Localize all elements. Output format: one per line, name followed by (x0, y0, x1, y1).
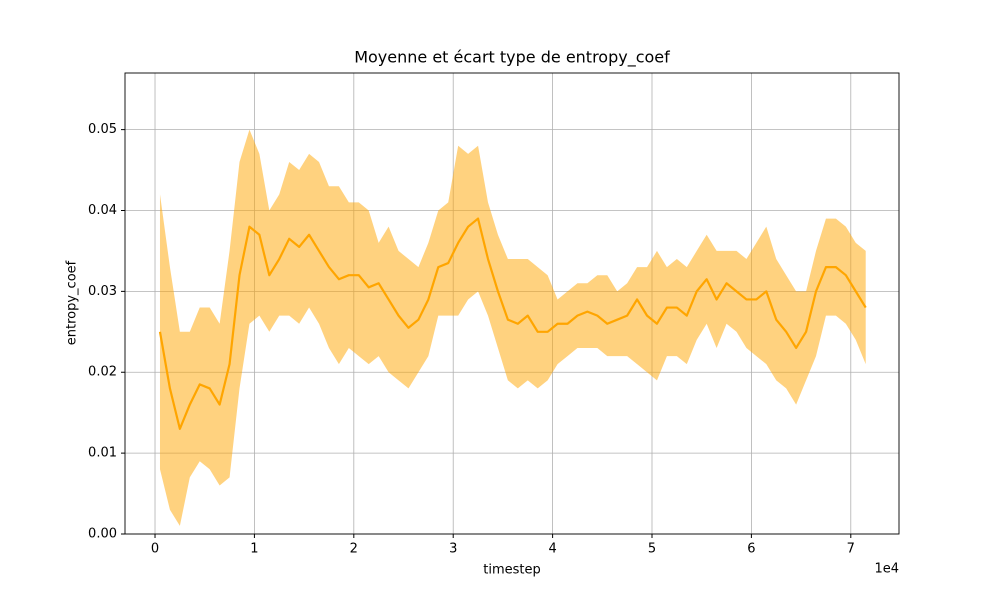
chart-title: Moyenne et écart type de entropy_coef (354, 48, 670, 68)
x-tick-label: 0 (151, 542, 159, 557)
x-tick-label: 6 (747, 542, 755, 557)
plot-frame (124, 72, 900, 535)
x-tick-label: 2 (350, 542, 358, 557)
y-axis-label: entropy_coef (65, 260, 80, 345)
x-tick-label: 1 (250, 542, 258, 557)
y-tick-label: 0.04 (88, 203, 117, 218)
y-tick-label: 0.01 (88, 446, 117, 461)
std-band (159, 129, 866, 526)
mean-line (158, 217, 867, 430)
x-tick-label: 7 (847, 542, 855, 557)
y-tick-label: 0.05 (88, 122, 117, 137)
x-tick-label: 4 (548, 542, 556, 557)
y-tick-label: 0.00 (88, 527, 117, 542)
x-offset-label: 1e4 (874, 562, 899, 577)
y-tick-label: 0.02 (88, 365, 117, 380)
x-axis-label: timestep (483, 563, 541, 578)
x-tick-label: 5 (648, 542, 656, 557)
x-tick-label: 3 (449, 542, 457, 557)
y-tick-label: 0.03 (88, 284, 117, 299)
